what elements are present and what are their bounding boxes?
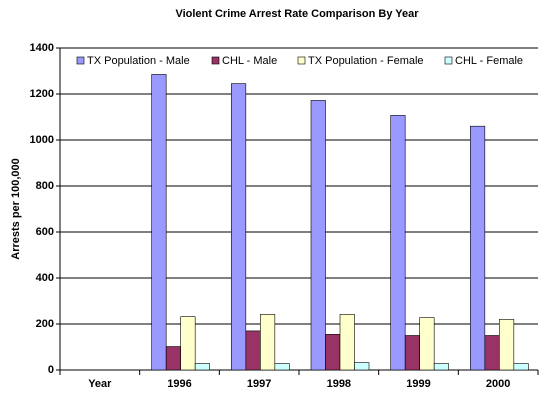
bar: [354, 362, 370, 371]
bar: [274, 363, 290, 371]
bar: [390, 115, 406, 371]
bar: [433, 363, 449, 371]
legend-swatch: [76, 56, 85, 65]
bar: [194, 363, 210, 371]
bar: [419, 317, 435, 371]
y-tick-label: 1400: [30, 42, 54, 54]
x-tick-label: 2000: [486, 378, 510, 390]
bar: [231, 83, 247, 371]
bar: [404, 335, 420, 371]
bar: [325, 334, 341, 371]
y-tick-label: 600: [36, 226, 54, 238]
x-tick-label: Year: [88, 378, 112, 390]
bar: [245, 330, 261, 371]
legend-swatch: [444, 56, 453, 65]
y-tick-label: 400: [36, 272, 54, 284]
legend-swatch: [211, 56, 220, 65]
bar: [339, 314, 355, 371]
bar: [513, 363, 529, 371]
y-axis-label: Arrests per 100,000: [10, 158, 22, 260]
bar: [165, 346, 181, 371]
chart-title: Violent Crime Arrest Rate Comparison By …: [175, 8, 419, 20]
y-tick-label: 800: [36, 180, 54, 192]
bar: [499, 319, 515, 371]
bar: [470, 125, 486, 371]
bar: [260, 314, 276, 371]
y-tick-label: 0: [48, 364, 54, 376]
x-tick-label: 1997: [247, 378, 271, 390]
legend-label: CHL - Male: [222, 55, 277, 67]
legend-label: TX Population - Male: [87, 55, 190, 67]
legend-label: TX Population - Female: [308, 55, 424, 67]
bar: [180, 316, 196, 371]
bar: [310, 100, 326, 371]
y-tick-label: 1000: [30, 134, 54, 146]
x-tick-label: 1996: [167, 378, 191, 390]
y-tick-label: 1200: [30, 88, 54, 100]
legend-label: CHL - Female: [455, 55, 523, 67]
legend-swatch: [297, 56, 306, 65]
bar: [484, 335, 500, 371]
x-tick-label: 1999: [406, 378, 430, 390]
y-tick-label: 200: [36, 318, 54, 330]
bar: [151, 74, 167, 371]
x-tick-label: 1998: [327, 378, 351, 390]
